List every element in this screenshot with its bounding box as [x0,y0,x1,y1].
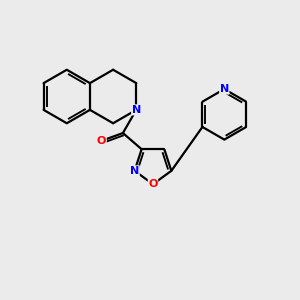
Text: N: N [132,105,141,115]
Text: N: N [220,84,229,94]
Text: N: N [130,166,139,176]
Text: O: O [148,179,158,189]
Text: O: O [97,136,106,146]
